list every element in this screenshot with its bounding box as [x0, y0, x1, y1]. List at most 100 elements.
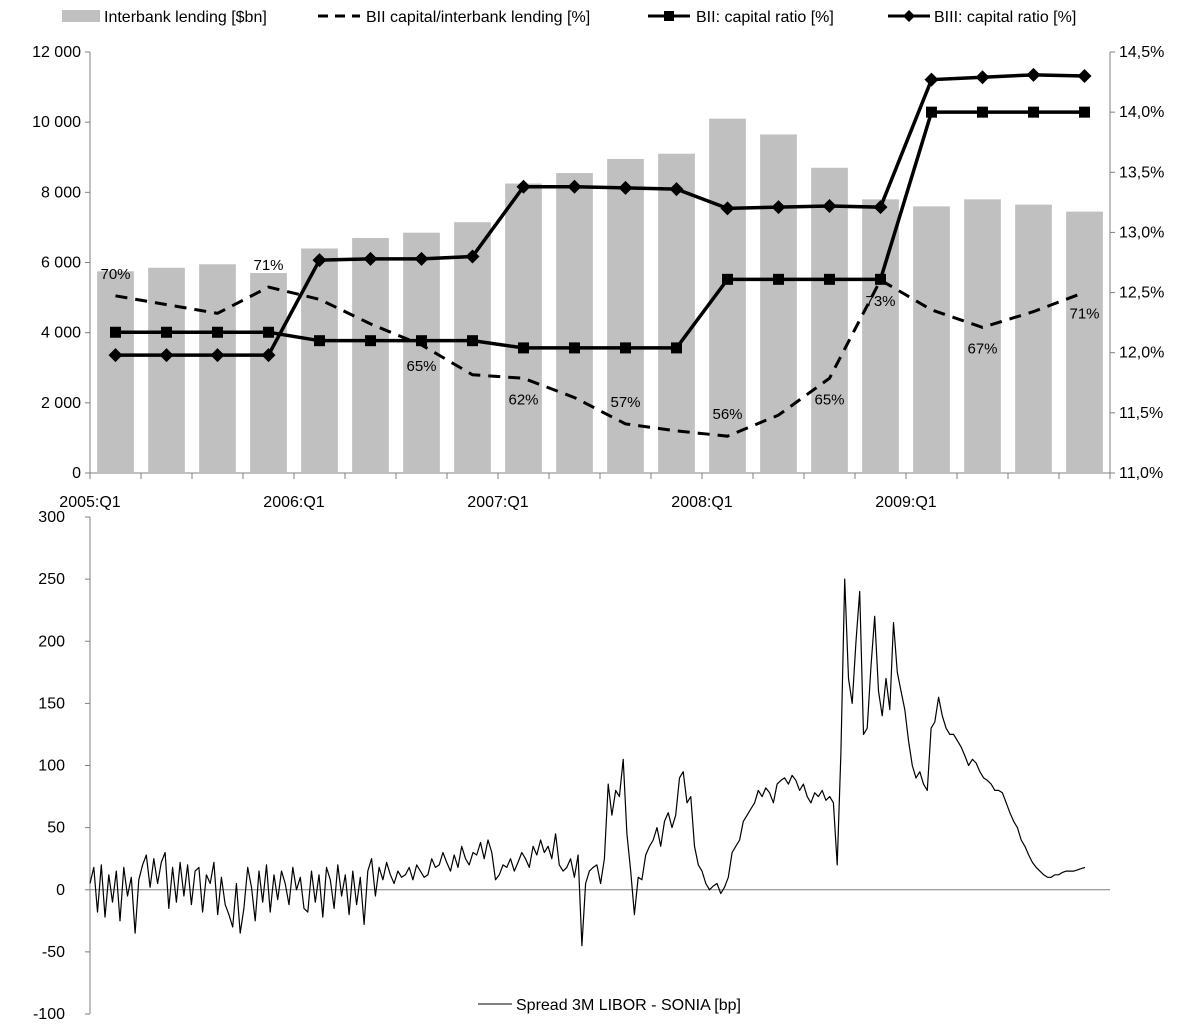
biii-capital-ratio-point	[414, 251, 429, 266]
bii-capital-ratio-point	[671, 342, 682, 354]
bii-capital-ratio-point	[824, 273, 835, 285]
bottom-tick-label: 100	[38, 758, 65, 775]
bottom-tick-label: 150	[38, 695, 65, 712]
data-label: 67%	[967, 340, 997, 357]
bii-capital-ratio-point	[722, 273, 733, 285]
interbank-lending-bar	[199, 264, 236, 473]
top-chart-legend: Interbank lending [$bn] BII capital/inte…	[62, 9, 1076, 26]
interbank-lending-bar	[97, 271, 134, 473]
left-tick-label: 10 000	[32, 114, 81, 131]
biii-capital-ratio-point	[873, 200, 888, 215]
biii-capital-ratio-point	[669, 182, 684, 197]
biii-capital-ratio-point	[159, 348, 174, 363]
bii-capital-ratio-point	[773, 273, 784, 285]
bii-capital-ratio-point	[263, 326, 274, 338]
interbank-lending-bar	[250, 273, 287, 473]
biii-capital-ratio-point	[1026, 67, 1041, 82]
x-tick-label: 2005:Q1	[59, 494, 120, 511]
legend-label-interbank-lending: Interbank lending [$bn]	[104, 9, 267, 26]
legend-swatch-square-marker	[664, 11, 674, 21]
left-tick-label: 8 000	[41, 184, 81, 201]
interbank-lending-bar	[556, 173, 593, 473]
legend-item-biii-capital-ratio: BIII: capital ratio [%]	[888, 9, 1076, 26]
spread-line	[89, 578, 1086, 947]
bii-capital-ratio-point	[926, 106, 937, 118]
bottom-tick-label: -50	[42, 944, 65, 961]
biii-capital-ratio-point	[210, 348, 225, 363]
bottom-chart-legend: Spread 3M LIBOR - SONIA [bp]	[478, 997, 741, 1014]
bii-capital-interbank-line	[115, 277, 1086, 438]
biii-capital-ratio-point	[720, 201, 735, 216]
legend-item-interbank-lending: Interbank lending [$bn]	[62, 9, 267, 26]
biii-capital-ratio-point	[771, 200, 786, 215]
left-tick-label: 2 000	[41, 395, 81, 412]
data-label: 62%	[508, 391, 538, 408]
legend-label-bii-capital-interbank: BII capital/interbank lending [%]	[366, 9, 590, 26]
bii-capital-ratio-point	[620, 342, 631, 354]
interbank-lending-bar	[1066, 211, 1103, 474]
bii-capital-ratio-point	[875, 273, 886, 285]
biii-capital-ratio-point	[975, 70, 990, 85]
data-label: 57%	[610, 394, 640, 411]
bii-capital-ratio-point	[518, 342, 529, 354]
bii-capital-ratio-point	[1028, 106, 1039, 118]
bottom-tick-label: -100	[33, 1006, 65, 1023]
interbank-lending-bar	[454, 222, 491, 473]
x-tick-label: 2008:Q1	[671, 494, 732, 511]
bii-capital-ratio-point	[314, 335, 325, 347]
bii-capital-ratio-point	[365, 335, 376, 347]
interbank-lending-bar	[148, 267, 185, 473]
data-label: 71%	[1069, 305, 1099, 322]
x-tick-label: 2006:Q1	[263, 494, 324, 511]
legend-item-bii-capital-interbank: BII capital/interbank lending [%]	[318, 9, 590, 26]
legend-item-bii-capital-ratio: BII: capital ratio [%]	[648, 9, 834, 26]
right-tick-label: 12,0%	[1119, 345, 1164, 362]
bii-capital-ratio-point	[1079, 106, 1090, 118]
biii-capital-ratio-point	[1077, 69, 1092, 84]
biii-capital-ratio-point	[516, 179, 531, 194]
x-tick-label: 2009:Q1	[875, 494, 936, 511]
right-tick-label: 12,5%	[1119, 285, 1164, 302]
right-tick-label: 13,0%	[1119, 224, 1164, 241]
biii-capital-ratio-point	[618, 180, 633, 195]
bottom-tick-label: 50	[47, 820, 65, 837]
legend-label-spread: Spread 3M LIBOR - SONIA [bp]	[516, 997, 741, 1014]
left-tick-label: 6 000	[41, 255, 81, 272]
data-label: 73%	[865, 293, 895, 310]
interbank-lending-bar	[607, 159, 644, 474]
biii-capital-ratio-point	[465, 249, 480, 264]
biii-capital-ratio-line	[115, 73, 1085, 357]
right-tick-label: 14,0%	[1119, 104, 1164, 121]
legend-swatch-diamond-marker	[903, 10, 915, 22]
bii-capital-ratio-point	[977, 106, 988, 118]
right-tick-label: 14,5%	[1119, 44, 1164, 61]
top-chart: 0 2 000 4 000 6 000 8 000 10 000 12 000 11,0% 11…	[32, 44, 1164, 511]
left-tick-label: 12 000	[32, 44, 81, 61]
interbank-lending-bar	[505, 183, 542, 473]
data-label: 71%	[253, 257, 283, 274]
interbank-lending-bar	[913, 206, 950, 473]
biii-capital-ratio-point	[108, 348, 123, 363]
legend-label-biii-capital-ratio: BIII: capital ratio [%]	[934, 9, 1076, 26]
interbank-lending-bar	[403, 232, 440, 473]
bottom-tick-label: 0	[56, 882, 65, 899]
interbank-lending-bar	[658, 153, 695, 473]
bii-capital-ratio-point	[212, 326, 223, 338]
x-tick-label: 2007:Q1	[467, 494, 528, 511]
bii-capital-ratio-point	[110, 326, 121, 338]
bottom-tick-label: 250	[38, 571, 65, 588]
interbank-lending-bar	[811, 167, 848, 473]
biii-capital-ratio-point	[567, 179, 582, 194]
bii-capital-ratio-line	[115, 110, 1085, 350]
biii-capital-ratio-point	[822, 198, 837, 213]
bii-capital-ratio-point	[161, 326, 172, 338]
bii-capital-ratio-point	[416, 335, 427, 347]
bottom-chart: -100 -50 0 50 100 150 200 250 300	[33, 509, 1110, 1023]
biii-capital-ratio-point	[924, 72, 939, 87]
data-label: 70%	[100, 266, 130, 283]
bottom-tick-label: 300	[38, 509, 65, 526]
interbank-lending-bar	[352, 237, 389, 473]
interbank-lending-bar	[1015, 204, 1052, 474]
right-tick-label: 11,0%	[1119, 465, 1163, 482]
